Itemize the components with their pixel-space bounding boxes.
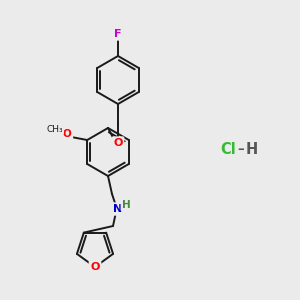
Text: F: F <box>114 29 122 39</box>
Text: –: – <box>238 143 244 157</box>
Text: O: O <box>113 138 123 148</box>
Text: H: H <box>122 200 130 210</box>
Text: O: O <box>63 129 72 139</box>
Text: CH₃: CH₃ <box>47 124 64 134</box>
Text: Cl: Cl <box>220 142 236 158</box>
Text: H: H <box>246 142 258 158</box>
Text: O: O <box>90 262 100 272</box>
Text: N: N <box>113 204 123 214</box>
